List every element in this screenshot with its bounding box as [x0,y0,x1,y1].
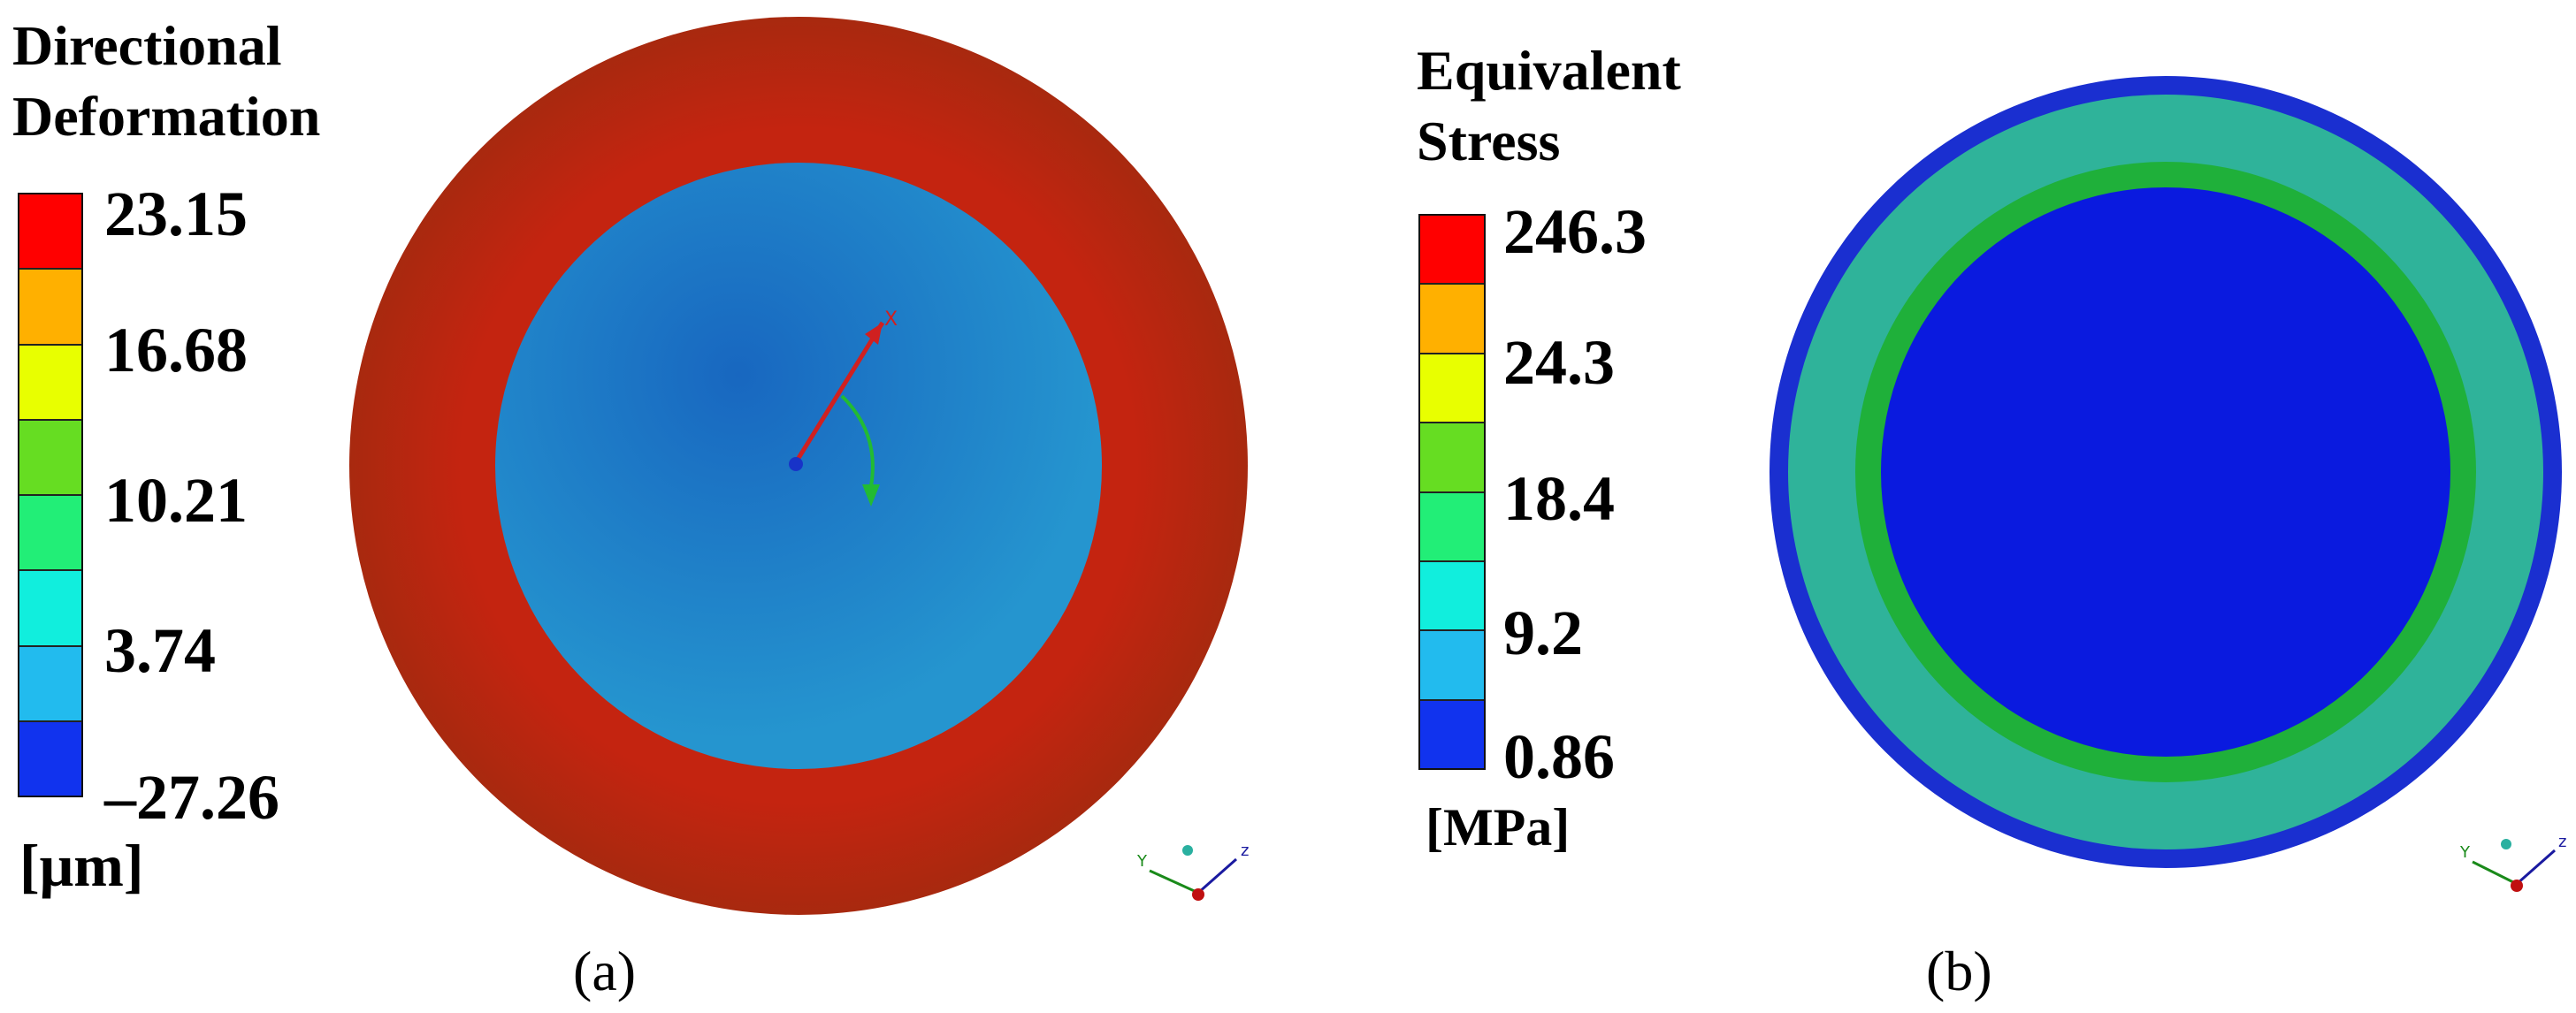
center-disc [1881,187,2450,757]
legend-swatch-6 [1420,631,1484,701]
coordinate-triad: z Y [1136,842,1249,901]
legend-title-line-2: Stress [1417,110,1561,172]
legend-swatch-6 [19,646,81,722]
legend-swatch-1 [1420,285,1484,354]
legend-swatch-2 [19,345,81,421]
caption-b: (b) [1926,940,1992,1002]
legend-title-line-2: Deformation [12,85,321,148]
legend-tick: 24.3 [1503,327,1615,398]
x-axis-label: X [884,308,898,331]
coordinate-triad: z Y [2459,833,2566,892]
legend-swatch-1 [19,270,81,346]
legend-tick-min: 0.86 [1503,721,1615,792]
fea-model-view: z Y [1770,76,2566,892]
legend-title-line-1: Directional [12,14,282,77]
legend-tick: 18.4 [1503,463,1615,534]
legend-tick: 16.68 [104,315,248,385]
legend-title: Directional Deformation [12,11,320,152]
legend-swatch-3 [1420,423,1484,493]
legend-swatch-0 [19,194,81,270]
legend-tick: 3.74 [104,615,216,686]
fea-model-view: X z Y [349,17,1249,915]
rotation-arrowhead [862,484,880,506]
legend-swatch-7 [1420,700,1484,768]
legend-tick-max: 246.3 [1503,196,1647,267]
color-legend-bar [18,193,83,797]
x-axis-arrow [793,321,885,464]
legend-swatch-4 [19,496,81,572]
caption-a: (a) [573,940,637,1002]
svg-text:Y: Y [1136,852,1148,871]
legend-title-line-1: Equivalent [1417,39,1681,102]
svg-text:z: z [1241,842,1249,860]
panel-b-equivalent-stress: Equivalent Stress 246.3 24.3 18.4 9.2 0.… [1288,0,2576,1013]
legend-swatch-4 [1420,492,1484,562]
panel-a-directional-deformation: Directional Deformation 23.15 16.68 10.2… [12,11,1249,1002]
legend-tick-min: –27.26 [104,762,279,833]
x-axis-arrowhead [865,323,883,345]
svg-text:z: z [2558,833,2566,851]
legend-tick-max: 23.15 [104,179,248,249]
legend-title: Equivalent Stress [1417,35,1681,177]
legend-swatch-3 [19,420,81,496]
legend-swatch-2 [1420,354,1484,424]
legend-unit: [μm] [19,832,144,899]
legend-swatch-5 [1420,561,1484,632]
legend-tick: 10.21 [104,465,248,536]
legend-swatch-0 [1420,216,1484,286]
legend-tick: 9.2 [1503,598,1583,668]
legend-swatch-7 [19,721,81,796]
center-point [789,457,803,471]
legend-unit: [MPa] [1426,798,1571,857]
legend-swatch-5 [19,571,81,647]
rotation-arrow [840,394,875,487]
svg-text:Y: Y [2459,843,2471,862]
color-legend-bar [1418,214,1486,770]
